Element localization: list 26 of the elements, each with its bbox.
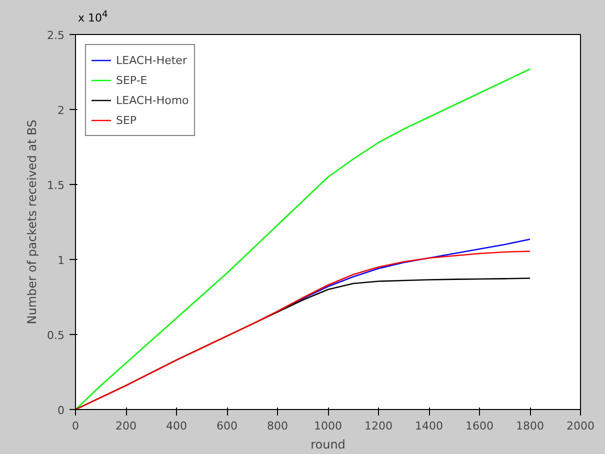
x-tick-label: 1000 — [314, 420, 342, 432]
y-tick-label: 1.5 — [47, 179, 65, 192]
x-tick-label: 1400 — [415, 420, 444, 432]
x-tick-label: 0 — [72, 420, 79, 432]
legend-label: SEP — [116, 114, 137, 126]
line-series — [76, 68, 531, 410]
x-tick-label: 800 — [267, 420, 288, 432]
legend-label: LEACH-Heter — [116, 54, 187, 66]
y-axis-title: Number of packets received at BS — [25, 120, 40, 324]
x-tick-label: 600 — [216, 420, 238, 432]
x-tick-label: 2000 — [566, 420, 595, 432]
y-tick-label: 0.5 — [47, 329, 65, 342]
y-tick-label: 2.5 — [47, 29, 65, 42]
x-tick-label: 1200 — [364, 420, 393, 432]
y-tick-label: 0 — [58, 404, 64, 417]
y-tick-label: 1 — [58, 254, 64, 267]
text: x 10$^{4}$ — [78, 8, 108, 26]
legend-label: LEACH-Homo — [116, 94, 189, 106]
x-axis-title: round — [310, 438, 346, 452]
y-tick-label: 2 — [58, 104, 64, 117]
x-tick-label: 200 — [116, 420, 136, 432]
line-series — [76, 250, 531, 410]
legend-label: SEP-E — [116, 74, 148, 86]
x-tick-label: 400 — [166, 420, 187, 432]
x-tick-label: 1600 — [466, 420, 494, 432]
x-tick-label: 1800 — [516, 420, 544, 432]
